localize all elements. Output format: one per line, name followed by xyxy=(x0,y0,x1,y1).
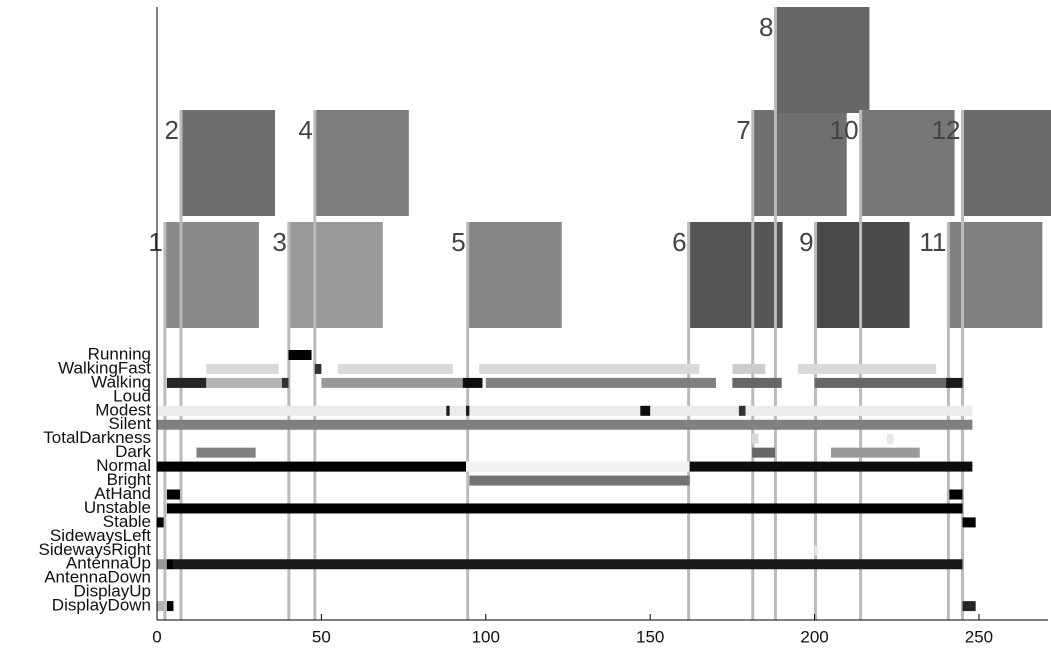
segment xyxy=(479,364,699,374)
segment xyxy=(157,406,972,416)
photo xyxy=(689,222,783,328)
segment xyxy=(167,490,180,500)
photo-label: 6 xyxy=(672,227,686,257)
segment xyxy=(157,517,164,527)
segment xyxy=(732,378,781,388)
photo-label: 4 xyxy=(298,115,312,145)
segment xyxy=(157,462,466,472)
segment xyxy=(196,448,255,458)
segment xyxy=(752,448,775,458)
segment xyxy=(463,378,483,388)
photo-label: 8 xyxy=(759,12,773,42)
photo xyxy=(165,222,259,328)
photo-label: 7 xyxy=(736,115,750,145)
segment xyxy=(469,476,689,486)
photo-label: 2 xyxy=(165,115,179,145)
x-tick-label: 150 xyxy=(636,627,664,646)
photo-label: 3 xyxy=(272,227,286,257)
photo-label: 5 xyxy=(451,227,465,257)
segment xyxy=(690,462,973,472)
segment xyxy=(167,559,174,569)
segment xyxy=(157,420,972,430)
photo-label: 1 xyxy=(148,227,162,257)
segment xyxy=(732,364,765,374)
segment xyxy=(466,406,469,416)
segment xyxy=(289,350,312,360)
segment xyxy=(157,559,167,569)
segment xyxy=(486,378,716,388)
segment xyxy=(206,364,278,374)
photo-label: 11 xyxy=(919,227,946,257)
photo-label: 9 xyxy=(799,227,813,257)
segment xyxy=(446,406,449,416)
photo xyxy=(816,222,910,328)
photo xyxy=(963,110,1051,216)
segment xyxy=(949,490,962,500)
chart: 123456789101112RunningWalkingFastWalking… xyxy=(0,0,1051,651)
segment xyxy=(798,364,936,374)
segment xyxy=(338,364,453,374)
photo xyxy=(289,222,383,328)
segment xyxy=(282,378,289,388)
photo xyxy=(775,7,869,113)
photo-label: 10 xyxy=(830,115,859,145)
x-tick-label: 100 xyxy=(472,627,500,646)
x-tick-label: 200 xyxy=(800,627,828,646)
segment xyxy=(815,545,818,555)
x-tick-label: 0 xyxy=(152,627,161,646)
segment xyxy=(963,517,976,527)
photo xyxy=(181,110,275,216)
segment xyxy=(887,434,894,444)
photo xyxy=(468,222,562,328)
x-tick-label: 50 xyxy=(312,627,331,646)
segment xyxy=(315,364,322,374)
segment xyxy=(831,448,920,458)
segment xyxy=(167,503,963,513)
segment xyxy=(815,378,947,388)
segment xyxy=(173,559,962,569)
segment xyxy=(946,378,962,388)
segment xyxy=(321,378,462,388)
segment xyxy=(739,406,746,416)
row-label: DisplayDown xyxy=(52,596,151,615)
segment xyxy=(206,378,282,388)
segment xyxy=(640,406,650,416)
segment xyxy=(167,601,174,611)
segment xyxy=(752,434,759,444)
x-tick-label: 250 xyxy=(965,627,993,646)
segment xyxy=(466,462,690,472)
segment xyxy=(167,378,206,388)
photo xyxy=(315,110,409,216)
segment xyxy=(157,601,164,611)
photo-label: 12 xyxy=(932,115,961,145)
segment xyxy=(963,601,976,611)
